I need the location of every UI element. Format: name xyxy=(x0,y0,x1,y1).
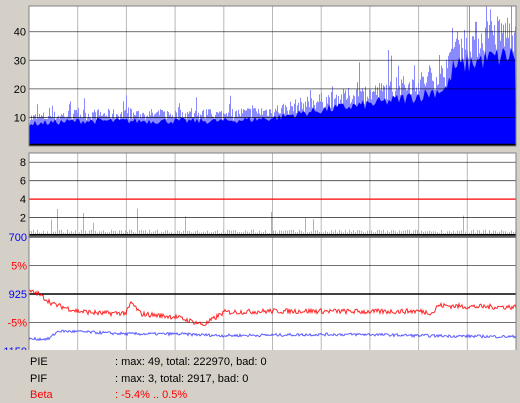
pif-ytick-label: 4 xyxy=(20,194,26,206)
pie-ytick-label: 40 xyxy=(14,27,26,39)
legend-beta-stats: : -5.4% .. 0.5% xyxy=(115,389,188,401)
beta-axis-label: 1150 xyxy=(3,346,27,350)
pif-ytick-label: 6 xyxy=(20,176,26,188)
beta-axis-label: 5% xyxy=(11,261,27,273)
legend-pie-stats: : max: 49, total: 222970, bad: 0 xyxy=(115,356,267,368)
beta-axis-label: 700 xyxy=(9,232,27,244)
pif-plot-border xyxy=(28,152,517,237)
legend-beta-name: Beta xyxy=(30,389,53,401)
pie-area xyxy=(29,47,516,146)
beta-plot-border xyxy=(28,236,517,350)
beta-axis-label: 925 xyxy=(9,289,27,301)
legend-pif-stats: : max: 3, total: 2917, bad: 0 xyxy=(115,373,249,385)
pif-ytick-label: 8 xyxy=(20,157,26,169)
legend-pie-name: PIE xyxy=(30,356,48,368)
pie-ytick-label: 30 xyxy=(14,55,26,67)
legend-pif-name: PIF xyxy=(30,373,48,385)
scan-chart: 10 20 30 40 2 4 6 8 700 5% 925 -5% 1150 xyxy=(3,5,517,350)
pie-ytick-label: 20 xyxy=(14,84,26,96)
pif-ytick-label: 2 xyxy=(20,213,26,225)
jitter-line xyxy=(28,329,517,342)
beta-axis-label: -5% xyxy=(7,318,27,330)
pie-ytick-label: 10 xyxy=(14,112,26,124)
beta-line xyxy=(28,289,517,327)
pie-plot-border xyxy=(28,5,517,147)
